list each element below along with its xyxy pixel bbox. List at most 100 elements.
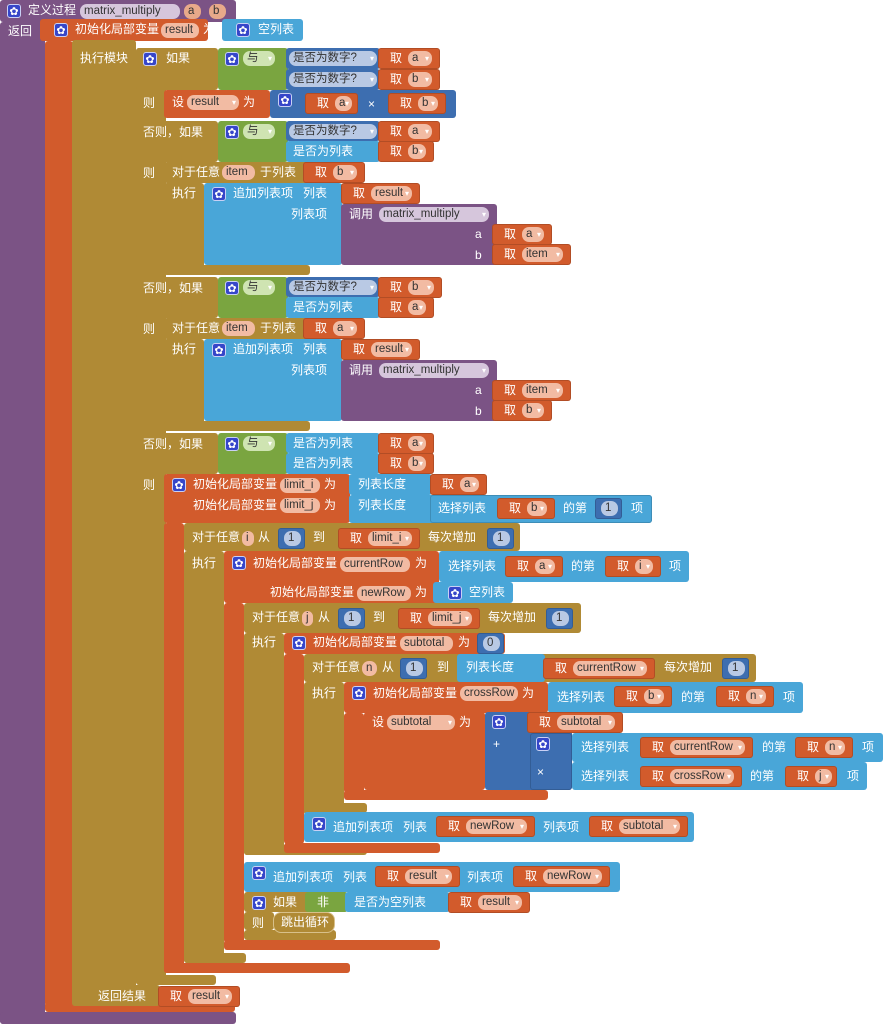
if-footer[interactable] — [136, 975, 216, 985]
variable-dropdown[interactable]: newRow ▾ — [466, 819, 527, 834]
variable-dropdown[interactable]: a ▾ — [460, 477, 479, 492]
gear-icon[interactable]: ✿ — [225, 52, 239, 66]
init-rows-body[interactable] — [224, 603, 244, 943]
for-n-body[interactable] — [304, 682, 344, 815]
dropdown-arrow-icon[interactable]: ▾ — [737, 743, 742, 752]
if-footer[interactable] — [244, 930, 336, 940]
gear-icon[interactable]: ✿ — [292, 636, 306, 650]
dropdown-arrow-icon[interactable]: ▾ — [418, 303, 423, 312]
dropdown-arrow-icon[interactable]: ▾ — [369, 127, 374, 136]
set-variable-dropdown[interactable]: subtotal ▾ — [387, 715, 455, 730]
variable-dropdown[interactable]: b ▾ — [418, 96, 438, 111]
dropdown-arrow-icon[interactable]: ▾ — [267, 127, 272, 136]
gear-icon[interactable]: ✿ — [236, 23, 250, 37]
dropdown-arrow-icon[interactable]: ▾ — [594, 872, 599, 881]
is-list-empty-block[interactable] — [345, 892, 450, 912]
variable-dropdown[interactable]: limit_j ▾ — [428, 611, 472, 626]
dropdown-arrow-icon[interactable]: ▾ — [444, 872, 449, 881]
dropdown-arrow-icon[interactable]: ▾ — [547, 562, 552, 571]
gear-icon[interactable]: ✿ — [172, 478, 186, 492]
variable-dropdown[interactable]: crossRow ▾ — [670, 769, 734, 784]
init-limits-footer[interactable] — [164, 963, 350, 973]
procedure-footer[interactable] — [0, 1012, 236, 1024]
dropdown-arrow-icon[interactable]: ▾ — [369, 54, 374, 63]
dropdown-arrow-icon[interactable]: ▾ — [471, 480, 476, 489]
is-list-block[interactable] — [286, 141, 380, 162]
variable-dropdown[interactable]: b ▾ — [527, 501, 547, 516]
for-n-footer[interactable] — [304, 803, 367, 813]
dropdown-arrow-icon[interactable]: ▾ — [267, 283, 272, 292]
gear-icon[interactable]: ✿ — [212, 187, 226, 201]
variable-dropdown[interactable]: item ▾ — [522, 383, 563, 398]
dropdown-arrow-icon[interactable]: ▾ — [607, 718, 612, 727]
dropdown-arrow-icon[interactable]: ▾ — [639, 664, 644, 673]
else-if-row-2[interactable] — [136, 277, 218, 318]
and-dropdown[interactable]: 与 ▾ — [243, 124, 275, 139]
dropdown-arrow-icon[interactable]: ▾ — [369, 283, 374, 292]
dropdown-arrow-icon[interactable]: ▾ — [404, 189, 409, 198]
dropdown-arrow-icon[interactable]: ▾ — [267, 54, 272, 63]
variable-dropdown[interactable]: j ▾ — [815, 769, 832, 784]
if-body[interactable] — [244, 912, 274, 930]
dropdown-arrow-icon[interactable]: ▾ — [369, 75, 374, 84]
dropdown-arrow-icon[interactable]: ▾ — [539, 504, 544, 513]
variable-dropdown[interactable]: currentRow ▾ — [573, 661, 647, 676]
dropdown-arrow-icon[interactable]: ▾ — [824, 772, 829, 781]
is-list-block[interactable] — [286, 433, 380, 453]
dropdown-arrow-icon[interactable]: ▾ — [447, 718, 452, 727]
gear-icon[interactable]: ✿ — [225, 125, 239, 139]
dropdown-arrow-icon[interactable]: ▾ — [758, 692, 763, 701]
init-subtotal-body[interactable] — [284, 654, 304, 844]
init-local-body[interactable] — [45, 41, 73, 1006]
procedure-body[interactable] — [0, 22, 45, 1024]
gear-icon[interactable]: ✿ — [225, 437, 239, 451]
dropdown-arrow-icon[interactable]: ▾ — [837, 743, 842, 752]
variable-dropdown[interactable]: newRow ▾ — [543, 869, 602, 884]
variable-dropdown[interactable]: subtotal ▾ — [619, 819, 680, 834]
dropdown-arrow-icon[interactable]: ▾ — [349, 168, 354, 177]
dropdown-arrow-icon[interactable]: ▾ — [430, 99, 435, 108]
variable-dropdown[interactable]: b ▾ — [408, 72, 432, 87]
gear-icon[interactable]: ✿ — [232, 556, 246, 570]
dropdown-arrow-icon[interactable]: ▾ — [418, 147, 423, 156]
dropdown-arrow-icon[interactable]: ▾ — [464, 614, 469, 623]
do-result-block[interactable] — [72, 40, 136, 1006]
variable-dropdown[interactable]: result ▾ — [188, 989, 232, 1004]
dropdown-arrow-icon[interactable]: ▾ — [536, 230, 541, 239]
variable-dropdown[interactable]: a ▾ — [522, 227, 544, 242]
gear-icon[interactable]: ✿ — [54, 23, 68, 37]
dropdown-arrow-icon[interactable]: ▾ — [519, 822, 524, 831]
variable-dropdown[interactable]: a ▾ — [408, 51, 432, 66]
dropdown-arrow-icon[interactable]: ▾ — [645, 562, 650, 571]
is-list-block[interactable] — [286, 453, 380, 474]
variable-dropdown[interactable]: limit_i ▾ — [368, 531, 412, 546]
variable-dropdown[interactable]: a ▾ — [408, 436, 426, 451]
variable-dropdown[interactable]: result ▾ — [478, 895, 522, 910]
procedure-dropdown[interactable]: matrix_multiply ▾ — [379, 363, 489, 378]
dropdown-arrow-icon[interactable]: ▾ — [404, 345, 409, 354]
gear-icon[interactable]: ✿ — [278, 93, 292, 107]
for-j-body[interactable] — [244, 633, 284, 855]
variable-dropdown[interactable]: n ▾ — [746, 689, 766, 704]
dropdown-arrow-icon[interactable]: ▾ — [231, 98, 236, 107]
gear-icon[interactable]: ✿ — [212, 343, 226, 357]
dropdown-arrow-icon[interactable]: ▾ — [726, 772, 731, 781]
variable-dropdown[interactable]: b ▾ — [333, 165, 357, 180]
variable-dropdown[interactable]: i ▾ — [635, 559, 653, 574]
dropdown-arrow-icon[interactable]: ▾ — [656, 692, 661, 701]
init-limits-body[interactable] — [164, 523, 184, 973]
variable-dropdown[interactable]: result ▾ — [405, 869, 452, 884]
do-result-return-row[interactable] — [72, 985, 160, 1006]
gear-icon[interactable]: ✿ — [492, 715, 506, 729]
gear-icon[interactable]: ✿ — [312, 817, 326, 831]
is-list-block[interactable] — [286, 297, 380, 318]
list-length-block[interactable] — [349, 474, 432, 495]
variable-dropdown[interactable]: item ▾ — [522, 247, 563, 262]
gear-icon[interactable]: ✿ — [252, 866, 266, 880]
and-dropdown[interactable]: 与 ▾ — [243, 436, 275, 451]
is-number-dropdown[interactable]: 是否为数字? ▾ — [289, 280, 377, 295]
variable-dropdown[interactable]: a ▾ — [335, 96, 352, 111]
not-block[interactable] — [305, 892, 348, 912]
dropdown-arrow-icon[interactable]: ▾ — [672, 822, 677, 831]
